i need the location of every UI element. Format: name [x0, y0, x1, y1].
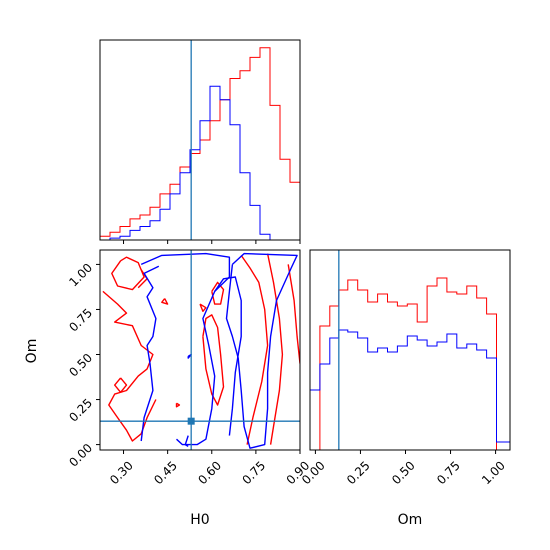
om-x-tick-label: 0.25: [344, 458, 373, 487]
contour-blue-0: [140, 252, 231, 446]
contour-blue-4: [187, 353, 192, 359]
om-x-tick-label: 0.50: [389, 458, 418, 487]
joint-frame: [99, 249, 301, 451]
om-x-tick-label: 1.00: [479, 458, 508, 487]
panel-joint-contour: 0.30 0.45 0.60 0.75 0.900.000.250.500.751.00: [66, 249, 312, 487]
contour-red-8: [114, 377, 128, 393]
contour-red-4: [211, 281, 225, 305]
joint-x-tick-label: 0.75: [239, 458, 268, 487]
om-hist-blue-series: [310, 329, 510, 443]
contour-red-3: [202, 314, 225, 406]
om-hist-frame: [309, 249, 511, 451]
contour-red-6: [102, 290, 157, 442]
h0-hist-frame: [99, 39, 301, 241]
joint-y-tick-label: 0.00: [66, 441, 95, 470]
contour-blue-3: [225, 252, 298, 449]
joint-y-tick-label: 1.00: [66, 261, 95, 290]
joint-x-tick-label: 0.45: [151, 458, 180, 487]
contour-group: [102, 252, 300, 449]
joint-x-tick-label: 0.30: [107, 458, 136, 487]
panel-om-histogram: 0.00 0.25 0.50 0.75 1.00: [299, 249, 511, 487]
contour-red-0: [240, 254, 269, 445]
x-axis-label-h0: H0: [190, 512, 209, 528]
om-hist-red-series: [310, 277, 510, 450]
joint-y-tick-label: 0.50: [66, 351, 95, 380]
contour-red-11: [175, 402, 181, 408]
joint-truth-marker: [187, 417, 195, 425]
om-x-tick-label: 0.75: [434, 458, 463, 487]
contour-blue-2: [214, 276, 242, 436]
contour-red-10: [199, 303, 207, 312]
contour-red-9: [161, 298, 169, 305]
contour-red-5: [111, 256, 145, 291]
contour-red-1: [266, 253, 284, 445]
contour-blue-5: [184, 435, 189, 447]
h0-hist-blue-series: [100, 85, 300, 240]
joint-y-tick-label: 0.25: [66, 396, 95, 425]
joint-y-tick-label: 0.75: [66, 306, 95, 335]
panel-h0-histogram: [99, 39, 301, 244]
contour-blue-1: [140, 265, 160, 442]
y-axis-label-om: Om: [24, 339, 40, 364]
joint-x-tick-label: 0.60: [195, 458, 224, 487]
contour-red-2: [287, 264, 300, 364]
x-axis-label-om: Om: [398, 512, 423, 528]
